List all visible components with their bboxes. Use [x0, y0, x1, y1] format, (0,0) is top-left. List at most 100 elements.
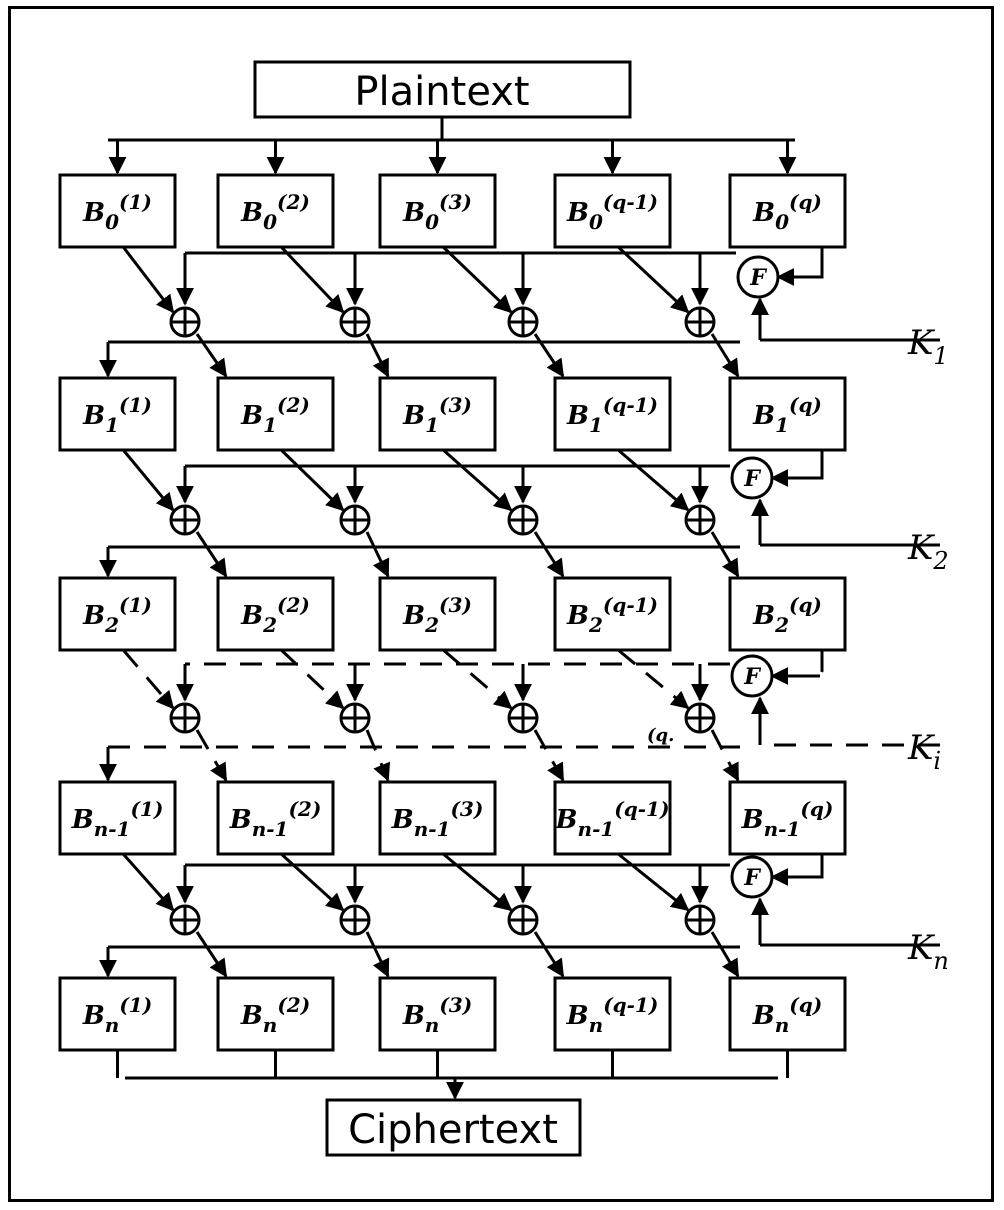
- round-key-label: Kn: [907, 928, 949, 975]
- block-superscript: (1): [119, 993, 152, 1017]
- block-label: Bn(1): [82, 993, 152, 1037]
- block-superscript: (q-1): [603, 190, 658, 214]
- stray-annotation: (q.: [647, 725, 674, 746]
- block-letter: B: [741, 805, 764, 835]
- block-to-xor: [280, 852, 345, 912]
- block-subscript: 2: [774, 613, 789, 637]
- block-label: B1(3): [402, 393, 472, 437]
- block-letter: B: [240, 601, 263, 631]
- block-label: B1(1): [82, 393, 152, 437]
- plaintext-node: Plaintext: [253, 60, 632, 119]
- block-letter: B: [229, 805, 252, 835]
- block-subscript: 1: [425, 413, 439, 437]
- block-letter: B: [555, 805, 578, 835]
- block-node: [553, 976, 672, 1052]
- block-node: [728, 173, 847, 249]
- block-node: [553, 780, 672, 856]
- block-subscript: 0: [589, 210, 603, 234]
- block-node: [553, 376, 672, 452]
- block-superscript: (2): [288, 797, 321, 821]
- block-label: B2(1): [82, 593, 152, 637]
- block-node: [58, 173, 177, 249]
- xor-to-block: [365, 729, 391, 782]
- block-node: [58, 576, 177, 652]
- block-to-xor: [442, 852, 513, 912]
- block-superscript: (2): [277, 393, 310, 417]
- block-letter: B: [240, 1001, 263, 1031]
- block-superscript: (q-1): [603, 593, 658, 617]
- round-key-subscript: 1: [933, 342, 948, 370]
- block-subscript: 1: [589, 413, 603, 437]
- block-node: [216, 576, 335, 652]
- block-node: [728, 576, 847, 652]
- block-to-xor: [617, 448, 690, 512]
- round-key-subscript: n: [933, 947, 948, 975]
- block-letter: B: [240, 401, 263, 431]
- block-node: [216, 780, 335, 856]
- block-label: B1(q-1): [566, 393, 658, 437]
- block-node: [378, 780, 497, 856]
- block-subscript: n-1: [94, 817, 131, 841]
- operators: F F F F: [169, 255, 780, 936]
- block-subscript: 0: [775, 210, 789, 234]
- block-subscript: n-1: [764, 817, 801, 841]
- block-label: B0(q-1): [566, 190, 658, 234]
- block-letter: B: [240, 198, 263, 228]
- block-node: [58, 376, 177, 452]
- block-subscript: 1: [775, 413, 789, 437]
- f-input-line: [778, 247, 824, 279]
- f-function-icon: [730, 654, 774, 698]
- block-superscript: (q-1): [603, 993, 658, 1017]
- block-letter: B: [82, 401, 105, 431]
- block-subscript: n: [263, 1013, 278, 1037]
- block-letter: B: [71, 805, 94, 835]
- block-label: Bn(3): [402, 993, 472, 1037]
- block-letter: B: [391, 805, 414, 835]
- block-superscript: (3): [439, 593, 472, 617]
- block-letter: B: [752, 601, 775, 631]
- block-superscript: (3): [439, 393, 472, 417]
- block-subscript: n: [425, 1013, 440, 1037]
- block-label: B0(2): [240, 190, 310, 234]
- block-to-xor: [122, 449, 175, 512]
- block-letter: B: [566, 401, 589, 431]
- xor-to-block: [195, 931, 228, 978]
- block-node: [378, 576, 497, 652]
- block-to-xor: [617, 852, 690, 912]
- block-superscript: (q-1): [614, 797, 669, 821]
- block-superscript: (1): [119, 393, 152, 417]
- block-letter: B: [566, 601, 589, 631]
- block-superscript: (1): [119, 190, 152, 214]
- connections: [99, 117, 940, 1100]
- f-function-label: F: [743, 865, 761, 891]
- block-to-xor: [617, 648, 690, 710]
- xor-to-block: [533, 931, 565, 978]
- block-subscript: 2: [424, 613, 439, 637]
- block-label: Bn-1(2): [229, 797, 322, 841]
- block-superscript: (q): [800, 797, 833, 821]
- xor-to-block: [533, 729, 565, 782]
- xor-to-block: [710, 729, 740, 782]
- xor-to-block: [365, 931, 390, 978]
- block-label: B1(2): [240, 393, 310, 437]
- block-subscript: 2: [262, 613, 277, 637]
- xor-to-block: [195, 531, 228, 578]
- round-key-subscript: i: [933, 747, 941, 775]
- block-superscript: (2): [277, 593, 310, 617]
- block-letter: B: [82, 601, 105, 631]
- block-node: [378, 976, 497, 1052]
- block-node: [728, 780, 847, 856]
- block-node: [553, 173, 672, 249]
- round-key-label: K2: [907, 528, 949, 575]
- block-superscript: (q): [789, 190, 822, 214]
- block-to-xor: [442, 448, 513, 512]
- block-subscript: n-1: [578, 817, 615, 841]
- f-function-icon: [730, 855, 774, 899]
- block-to-xor: [122, 649, 175, 710]
- block-superscript: (q-1): [603, 393, 658, 417]
- block-label: Bn-1(1): [71, 797, 164, 841]
- block-superscript: (3): [439, 993, 472, 1017]
- block-subscript: n: [589, 1013, 604, 1037]
- block-label: Bn-1(q-1): [555, 797, 670, 841]
